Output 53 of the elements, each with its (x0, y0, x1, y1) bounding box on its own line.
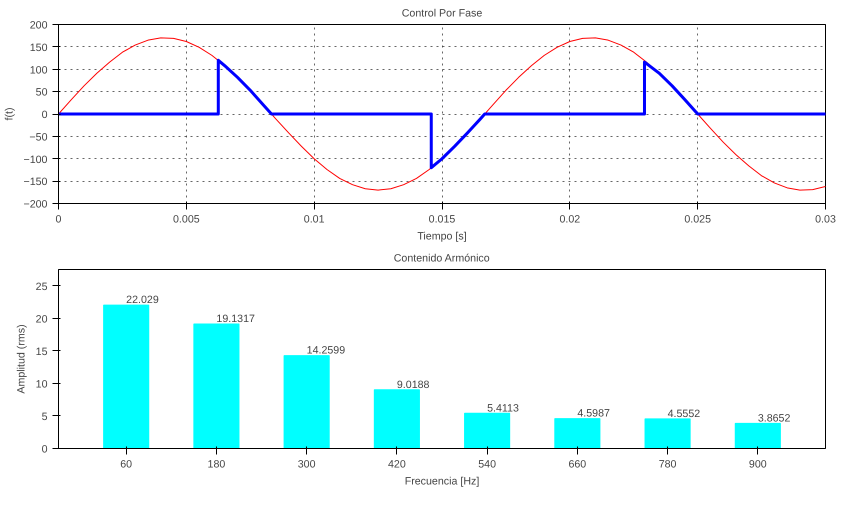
y-axis-title: f(t) (3, 107, 16, 121)
data-label: 19.1317 (216, 312, 256, 325)
data-label: 9.0188 (396, 378, 430, 391)
chart-title: Contenido Armónico (394, 252, 490, 264)
bar (464, 412, 510, 448)
y-tick-label: 100 (30, 64, 48, 76)
x-tick-label: 0.005 (173, 214, 200, 226)
data-label: 22.029 (126, 294, 159, 306)
x-tick-label: 0 (56, 214, 62, 226)
x-tick-label: 780 (658, 458, 677, 470)
x-tick-label: 540 (478, 458, 496, 470)
y-tick-label: −150 (23, 176, 48, 188)
y-tick-label: 10 (36, 378, 48, 390)
y-tick-label: 20 (36, 313, 48, 326)
data-label: 3.8652 (758, 412, 790, 424)
y-tick-label: 15 (36, 346, 48, 358)
x-tick-label: 0.025 (684, 214, 712, 226)
y-tick-label: 200 (30, 20, 48, 32)
x-tick-label: 0.02 (559, 214, 580, 226)
bar (734, 422, 781, 448)
data-label: 4.5987 (577, 408, 610, 420)
data-label: 5.4113 (487, 402, 519, 414)
x-tick-label: 900 (748, 458, 767, 470)
bar (374, 389, 420, 448)
y-tick-label: −100 (23, 154, 48, 166)
x-tick-label: 0.03 (815, 214, 836, 226)
y-tick-label: 150 (30, 42, 48, 54)
x-axis-title: Frecuencia [Hz] (404, 476, 480, 488)
data-label: 4.5552 (668, 408, 700, 420)
y-tick-label: −200 (23, 198, 48, 210)
x-tick-label: 300 (298, 458, 316, 470)
x-tick-label: 660 (568, 458, 586, 470)
bar (644, 418, 691, 448)
x-tick-label: 420 (388, 458, 406, 470)
x-tick-label: 180 (208, 458, 226, 470)
y-tick-label: 5 (42, 410, 48, 423)
y-tick-label: 25 (36, 280, 48, 293)
line-series (58, 58, 826, 170)
bar (554, 418, 600, 448)
data-label: 14.2599 (306, 344, 346, 357)
y-tick-label: 0 (42, 444, 48, 456)
x-tick-label: 0.01 (304, 214, 325, 226)
x-tick-label: 0.015 (428, 214, 456, 226)
y-axis-title: Amplitud (rms) (16, 324, 28, 394)
y-tick-label: 50 (36, 86, 48, 99)
bar (103, 304, 150, 448)
chart-title: Control Por Fase (402, 8, 482, 20)
bar (284, 355, 330, 448)
x-tick-label: 60 (120, 458, 132, 470)
y-tick-label: 0 (42, 109, 48, 121)
y-tick-label: −50 (29, 131, 48, 144)
bar (193, 323, 240, 448)
x-axis-title: Tiempo [s] (417, 230, 467, 242)
